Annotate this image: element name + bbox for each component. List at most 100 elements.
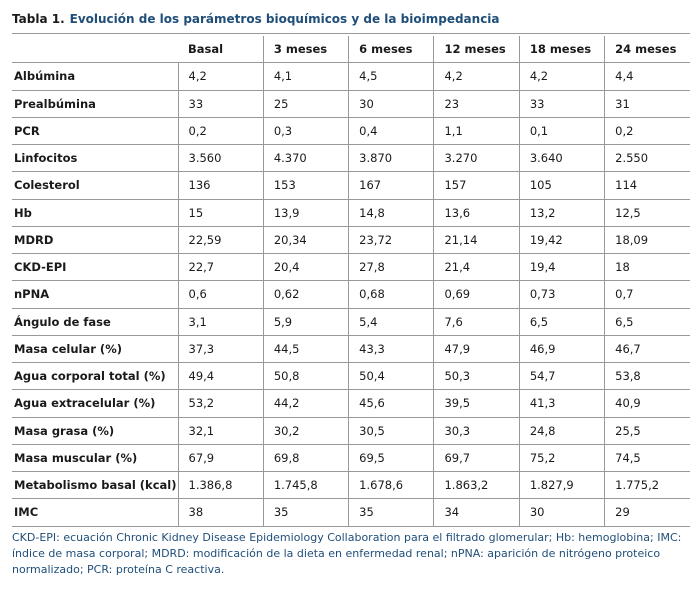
cell: 1.386,8 (177, 471, 264, 500)
cell: 43,3 (348, 335, 434, 364)
row-label: nPNA (12, 280, 178, 309)
row-label: PCR (12, 117, 178, 146)
cell: 45,6 (348, 389, 434, 418)
cell: 4,2 (518, 62, 605, 91)
row-label: IMC (12, 498, 178, 527)
row-label: Metabolismo basal (kcal) (12, 471, 178, 500)
cell: 1.863,2 (433, 471, 520, 500)
cell: 18,09 (604, 226, 690, 255)
column-header: 12 meses (433, 36, 520, 64)
cell: 69,8 (262, 444, 349, 473)
cell: 136 (177, 171, 264, 200)
cell: 4,2 (433, 62, 520, 91)
cell: 40,9 (604, 389, 690, 418)
title-text: Evolución de los parámetros bioquímicos … (69, 12, 500, 26)
data-table: Basal 3 meses 6 meses 12 meses 18 meses 24 me… (12, 36, 690, 527)
table-row: CKD-EPI 22,7 20,4 27,8 21,4 19,4 18 (12, 253, 690, 282)
cell: 34 (433, 498, 520, 527)
cell: 0,7 (604, 280, 690, 309)
cell: 50,8 (262, 362, 349, 391)
cell: 6,5 (518, 308, 605, 336)
cell: 1.775,2 (604, 471, 690, 500)
cell: 24,8 (518, 417, 605, 445)
column-header: 3 meses (262, 36, 349, 64)
cell: 153 (262, 171, 349, 200)
cell: 22,59 (177, 226, 264, 255)
row-label: MDRD (12, 226, 178, 255)
cell: 30,2 (262, 417, 349, 445)
cell: 30 (348, 90, 434, 118)
cell: 18 (604, 253, 690, 282)
table-row: Masa grasa (%) 32,1 30,2 30,5 30,3 24,8 25,5 (12, 417, 690, 445)
row-label: Prealbúmina (12, 90, 178, 118)
cell: 35 (348, 498, 434, 527)
cell: 5,9 (262, 308, 349, 336)
row-label: Agua extracelular (%) (12, 389, 178, 418)
table-row: IMC 38 35 35 34 30 29 (12, 498, 690, 527)
table-row: Metabolismo basal (kcal) 1.386,8 1.745,8 1.… (12, 471, 690, 500)
cell: 50,3 (433, 362, 520, 391)
table-row: Hb 15 13,9 14,8 13,6 13,2 12,5 (12, 199, 690, 227)
cell: 25,5 (604, 417, 690, 445)
cell: 4,1 (262, 62, 349, 91)
cell: 23 (433, 90, 520, 118)
cell: 1.678,6 (348, 471, 434, 500)
cell: 21,4 (433, 253, 520, 282)
cell: 114 (604, 171, 690, 200)
cell: 14,8 (348, 199, 434, 227)
column-header: 24 meses (604, 36, 690, 64)
row-label: CKD-EPI (12, 253, 178, 282)
cell: 20,34 (262, 226, 349, 255)
cell: 30 (518, 498, 605, 527)
cell: 39,5 (433, 389, 520, 418)
cell: 46,7 (604, 335, 690, 364)
row-label: Masa celular (%) (12, 335, 178, 364)
column-header: Basal (178, 36, 264, 64)
footnote: CKD-EPI: ecuación Chronic Kidney Disease… (12, 531, 682, 576)
row-label: Colesterol (12, 171, 178, 200)
table-body: Albúmina 4,2 4,1 4,5 4,2 4,2 4,4 Prealbúmina 33 2… (12, 62, 690, 527)
cell: 1.745,8 (262, 471, 349, 500)
row-label: Masa muscular (%) (12, 444, 178, 473)
row-label: Hb (12, 199, 178, 227)
cell: 69,7 (433, 444, 520, 473)
cell: 47,9 (433, 335, 520, 364)
cell: 0,69 (433, 280, 520, 309)
cell: 35 (262, 498, 349, 527)
cell: 31 (604, 90, 690, 118)
cell: 6,5 (604, 308, 690, 336)
column-header: 6 meses (348, 36, 434, 64)
cell: 3,1 (177, 308, 264, 336)
column-header: 18 meses (518, 36, 605, 64)
cell: 21,14 (433, 226, 520, 255)
table-row: Masa muscular (%) 67,9 69,8 69,5 69,7 75,2 74,… (12, 444, 690, 473)
cell: 0,73 (518, 280, 605, 309)
cell: 0,2 (604, 117, 690, 146)
cell: 29 (604, 498, 690, 527)
table-title: Tabla 1. Evolución de los parámetros bioq… (12, 12, 500, 26)
cell: 1,1 (433, 117, 520, 146)
cell: 4,5 (348, 62, 434, 91)
cell: 44,2 (262, 389, 349, 418)
table-row: MDRD 22,59 20,34 23,72 21,14 19,42 18,09 (12, 226, 690, 255)
cell: 41,3 (518, 389, 605, 418)
cell: 4.370 (262, 144, 349, 173)
table-row: Ángulo de fase 3,1 5,9 5,4 7,6 6,5 6,5 (12, 308, 690, 336)
table-row: Masa celular (%) 37,3 44,5 43,3 47,9 46,9 46,7 (12, 335, 690, 364)
cell: 30,3 (433, 417, 520, 445)
cell: 167 (348, 171, 434, 200)
cell: 53,8 (604, 362, 690, 391)
row-label: Linfocitos (12, 144, 178, 173)
title-label: Tabla 1. (12, 12, 65, 26)
cell: 5,4 (348, 308, 434, 336)
cell: 75,2 (518, 444, 605, 473)
cell: 23,72 (348, 226, 434, 255)
cell: 50,4 (348, 362, 434, 391)
cell: 2.550 (604, 144, 690, 173)
cell: 157 (433, 171, 520, 200)
cell: 38 (177, 498, 264, 527)
cell: 7,6 (433, 308, 520, 336)
cell: 44,5 (262, 335, 349, 364)
table-row: Albúmina 4,2 4,1 4,5 4,2 4,2 4,4 (12, 62, 690, 91)
